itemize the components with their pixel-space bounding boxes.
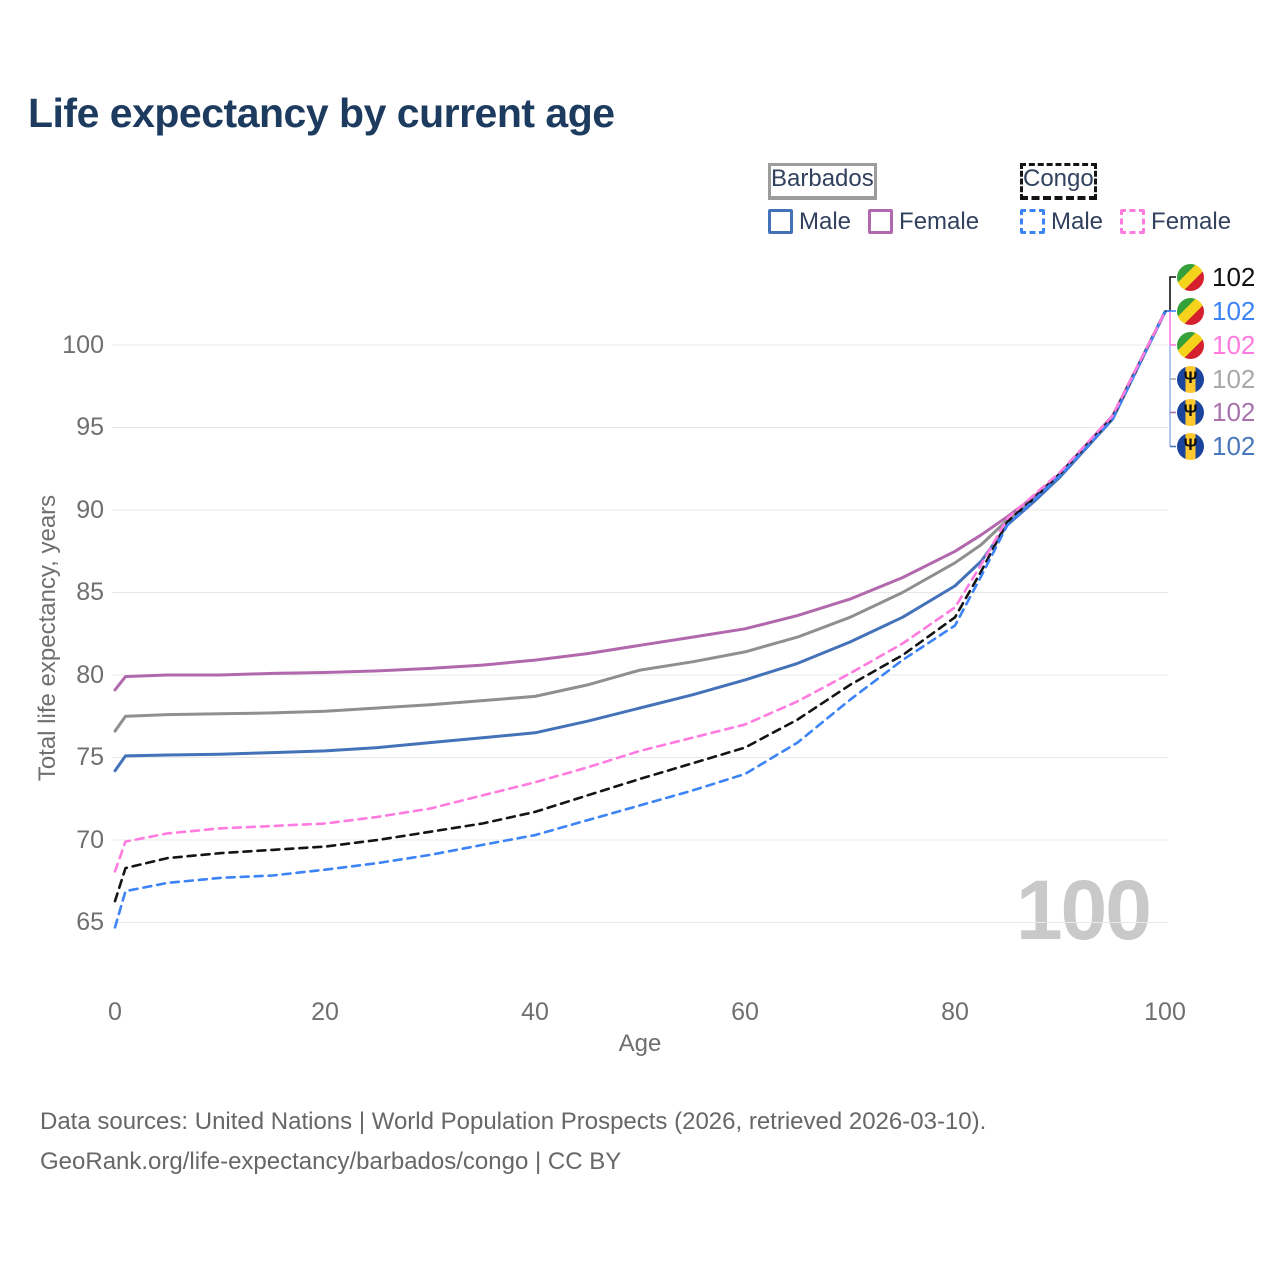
- barbados-flag-icon: [1177, 432, 1204, 460]
- legend-item-label: Female: [1151, 207, 1232, 235]
- legend-item-barbados-female[interactable]: Female: [868, 207, 980, 235]
- legend-item-congo-female[interactable]: Female: [1120, 207, 1232, 235]
- y-tick-100: 100: [62, 331, 104, 359]
- congo-flag-icon: [1177, 297, 1204, 325]
- legend-group-barbados: Barbados Male Female: [768, 163, 980, 235]
- end-label-value: 102: [1212, 431, 1256, 461]
- congo-flag-icon: [1177, 263, 1204, 291]
- legend-item-barbados-male[interactable]: Male: [768, 207, 852, 235]
- end-label-congo-total[interactable]: 102: [1177, 262, 1255, 292]
- series-line-congo-male[interactable]: [113, 310, 1167, 929]
- end-label-value: 102: [1212, 262, 1256, 292]
- barbados-male-swatch-icon: [768, 209, 793, 235]
- barbados-female-swatch-icon: [868, 209, 894, 235]
- x-tick-40: 40: [521, 998, 549, 1026]
- end-label-value: 102: [1212, 296, 1256, 326]
- congo-flag-icon: [1177, 331, 1204, 359]
- x-tick-80: 80: [941, 998, 969, 1026]
- legend-items-congo: Male Female: [1020, 207, 1232, 235]
- legend-header-congo[interactable]: Congo: [1020, 163, 1097, 201]
- x-tick-100: 100: [1144, 998, 1186, 1026]
- legend-items-barbados: Male Female: [768, 207, 980, 235]
- x-axis-title: Age: [618, 1030, 662, 1057]
- x-tick-0: 0: [108, 998, 122, 1026]
- y-tick-70: 70: [76, 826, 104, 854]
- y-tick-85: 85: [76, 578, 104, 606]
- y-tick-95: 95: [76, 413, 104, 441]
- y-tick-80: 80: [76, 661, 104, 689]
- barbados-flag-icon: [1177, 398, 1204, 426]
- legend-header-barbados[interactable]: Barbados: [768, 163, 877, 201]
- leader-line: [1165, 276, 1176, 312]
- series-line-barbados-female[interactable]: [113, 310, 1167, 692]
- end-label-congo-female[interactable]: 102: [1177, 330, 1255, 360]
- end-label-value: 102: [1212, 330, 1256, 360]
- legend-item-label: Female: [899, 207, 980, 235]
- legend-group-congo: Congo Male Female: [1020, 163, 1232, 235]
- y-tick-90: 90: [76, 496, 104, 524]
- end-label-congo-male[interactable]: 102: [1177, 296, 1255, 326]
- legend-item-label: Male: [1051, 207, 1104, 235]
- legend-item-congo-male[interactable]: Male: [1020, 207, 1104, 235]
- end-label-barbados-total[interactable]: 102: [1177, 364, 1255, 394]
- end-label-value: 102: [1212, 364, 1256, 394]
- page-title: Life expectancy by current age: [28, 90, 615, 136]
- legend-item-label: Male: [799, 207, 852, 235]
- x-tick-20: 20: [311, 998, 339, 1026]
- end-label-barbados-male[interactable]: 102: [1177, 431, 1255, 461]
- series-line-congo-female[interactable]: [113, 310, 1167, 873]
- y-tick-65: 65: [76, 908, 104, 936]
- footer-data-sources: Data sources: United Nations | World Pop…: [40, 1108, 987, 1135]
- end-label-barbados-female[interactable]: 102: [1177, 397, 1255, 427]
- series-line-barbados-both-sexes[interactable]: [113, 310, 1167, 733]
- y-axis-title: Total life expectancy, years: [34, 494, 61, 782]
- age-indicator-watermark: 100: [1015, 863, 1152, 957]
- barbados-flag-icon: [1177, 365, 1204, 393]
- y-tick-75: 75: [76, 743, 104, 771]
- congo-male-swatch-icon: [1020, 209, 1045, 235]
- congo-female-swatch-icon: [1120, 209, 1146, 235]
- series-line-congo-both-sexes[interactable]: [113, 310, 1167, 903]
- series-line-barbados-male[interactable]: [113, 310, 1167, 773]
- end-label-value: 102: [1212, 397, 1256, 427]
- x-tick-60: 60: [731, 998, 759, 1026]
- footer-attribution: GeoRank.org/life-expectancy/barbados/con…: [40, 1148, 622, 1175]
